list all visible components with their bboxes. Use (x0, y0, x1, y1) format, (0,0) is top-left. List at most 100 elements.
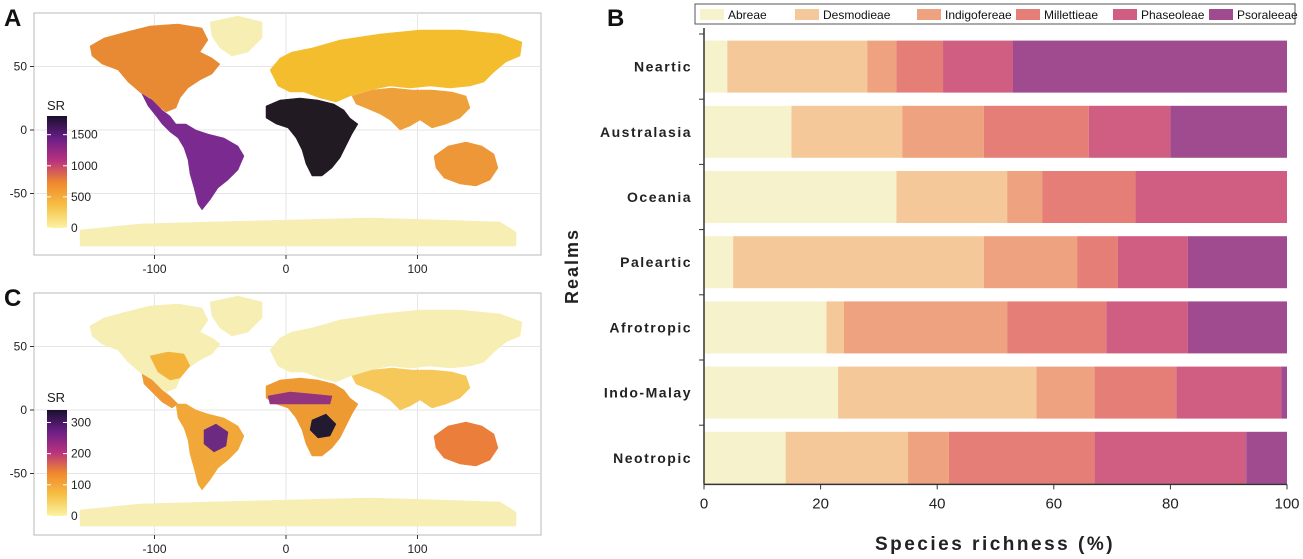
bar-paleartic-phaseoleae (1117, 236, 1188, 289)
bar-paleartic-abreae (704, 236, 734, 289)
map-c-region-north-america (89, 303, 221, 393)
bar-neotropic-abreae (704, 431, 786, 484)
bar-x-axis-title: Species richness (%) (875, 534, 1115, 555)
bar-oceania-indigofereae (1007, 171, 1043, 223)
legend-swatch-indigofereae (917, 9, 941, 20)
bar-afrotropic-desmodieae (826, 301, 844, 354)
bar-legend-box (694, 3, 1296, 25)
bar-neotropic-phaseoleae (1094, 431, 1247, 484)
mapA-xtick-label-2: 100 (407, 262, 427, 276)
bar-neartic-millettieae (896, 40, 944, 93)
legend-label-desmodieae: Desmodieae (823, 8, 891, 22)
panel-label-c: C (4, 285, 21, 312)
map-c-region-south-asia (351, 367, 471, 411)
bar-neartic-abreae (704, 40, 728, 93)
mapC-xtick-label-1: 0 (283, 542, 290, 556)
bar-category-label-3: Paleartic (620, 254, 692, 270)
map-c-region-eurasia (269, 309, 523, 383)
legend-swatch-phaseoleae (1113, 9, 1137, 20)
mapC-legend-tick-label-0: 0 (71, 509, 78, 523)
map-c-legend: SR 0 100 200 300 (47, 390, 91, 523)
map-c-region-greenland (209, 295, 263, 337)
bar-australasia-desmodieae (791, 105, 903, 158)
map-c-region-brazilian-cerrado (203, 423, 229, 453)
bar-category-label-2: Oceania (627, 189, 692, 205)
map-a-legend-title: SR (47, 98, 65, 113)
map-a-region-greenland (209, 15, 263, 57)
bar-australasia-indigofereae (902, 105, 984, 158)
bar-indo-malay-abreae (704, 366, 839, 419)
bar-neartic-psoraleeae (1012, 40, 1287, 93)
legend-label-phaseoleae: Phaseoleae (1141, 8, 1205, 22)
bar-paleartic-desmodieae (733, 236, 984, 289)
legend-label-indigofereae: Indigofereae (945, 8, 1012, 22)
bar-australasia-abreae (704, 105, 792, 158)
mapA-ytick-label-1: 0 (20, 123, 27, 137)
bar-indo-malay-indigofereae (1036, 366, 1095, 419)
mapA-ytick-label-2: -50 (10, 187, 28, 201)
bar-oceania-desmodieae (896, 171, 1008, 223)
map-a-legend-ticks: 0 500 1000 1500 (47, 128, 98, 235)
map-a-region-latin-america (141, 93, 245, 211)
bar-y-axis-title: Realms (562, 228, 582, 304)
map-panel-c: -100 0 100 50 0 -50 SR 0 100 200 300 (10, 292, 542, 557)
bar-oceania-millettieae (1042, 171, 1136, 223)
mapA-legend-tick-label-0: 0 (71, 221, 78, 235)
map-a-colorbar (47, 116, 67, 228)
bar-afrotropic-abreae (704, 301, 827, 354)
map-a-region-north-america (89, 23, 221, 113)
bar-paleartic-indigofereae (983, 236, 1078, 289)
mapA-xtick-label-1: 0 (283, 262, 290, 276)
bar-paleartic-millettieae (1077, 236, 1118, 289)
bar-afrotropic-psoraleeae (1187, 301, 1287, 354)
bar-legend: Abreae Desmodieae Indigofereae Millettieae P… (694, 3, 1298, 25)
map-c-legend-ticks: 0 100 200 300 (47, 415, 91, 523)
bar-x-tick-label-5: 100 (1274, 495, 1299, 512)
bar-australasia-psoraleeae (1170, 105, 1287, 158)
map-a-region-africa (265, 97, 359, 177)
bar-series (704, 40, 1287, 484)
bar-oceania-abreae (704, 171, 897, 223)
panel-label-a: A (4, 5, 21, 32)
mapA-ytick-label-0: 50 (14, 60, 28, 74)
bar-australasia-phaseoleae (1088, 105, 1171, 158)
mapA-legend-tick-label-1: 500 (71, 190, 91, 204)
bar-neartic-phaseoleae (943, 40, 1013, 93)
map-a-region-antarctica (79, 217, 517, 247)
mapC-legend-tick-label-3: 300 (71, 415, 91, 429)
stacked-bar-panel-b: Abreae Desmodieae Indigofereae Millettieae P… (562, 3, 1300, 555)
bar-indo-malay-desmodieae (838, 366, 1037, 419)
bar-afrotropic-millettieae (1007, 301, 1107, 354)
legend-swatch-desmodieae (795, 9, 819, 20)
map-a-region-eurasia (269, 29, 523, 103)
map-c-region-southeast-us (149, 351, 191, 381)
bar-indo-malay-psoraleeae (1281, 366, 1287, 419)
bar-category-label-4: Afrotropic (609, 319, 692, 335)
bar-x-tick-label-2: 40 (929, 495, 946, 512)
bar-x-tick-label-3: 60 (1045, 495, 1062, 512)
bar-category-label-5: Indo-Malay (604, 385, 692, 401)
bar-neartic-indigofereae (867, 40, 897, 93)
panel-label-b: B (607, 5, 624, 32)
map-c-axis-ticks: -100 0 100 50 0 -50 (10, 340, 428, 557)
map-a-region-south-asia (351, 87, 471, 131)
bar-x-tick-label-4: 80 (1162, 495, 1179, 512)
map-c-legend-title: SR (47, 390, 65, 405)
mapA-xtick-label-0: -100 (142, 262, 166, 276)
bar-neotropic-desmodieae (785, 431, 909, 484)
legend-swatch-millettieae (1016, 9, 1040, 20)
map-a-region-australia (433, 141, 499, 187)
mapC-xtick-label-2: 100 (407, 542, 427, 556)
bar-afrotropic-indigofereae (843, 301, 1008, 354)
legend-swatch-abreae (700, 9, 724, 20)
bar-australasia-millettieae (983, 105, 1089, 158)
mapC-ytick-label-0: 50 (14, 340, 28, 354)
bar-category-label-6: Neotropic (613, 450, 692, 466)
bar-neotropic-psoraleeae (1246, 431, 1287, 484)
bar-category-label-0: Neartic (634, 59, 692, 75)
map-c-region-antarctica (79, 497, 517, 527)
legend-label-psoraleeae: Psoraleeae (1237, 8, 1298, 22)
bar-neotropic-millettieae (948, 431, 1095, 484)
